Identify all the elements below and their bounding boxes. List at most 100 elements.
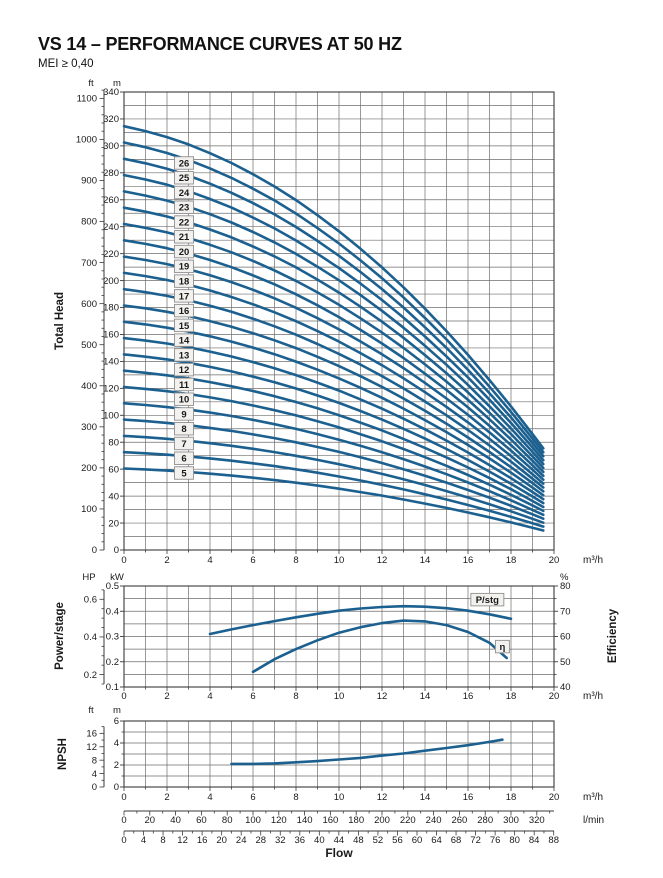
x-tick-label: 0 — [121, 792, 126, 803]
lmin-tick-label: 280 — [477, 815, 493, 826]
stage-label-26-box — [174, 156, 194, 170]
m-tick-label: 280 — [103, 168, 119, 179]
stage-label-25-box — [174, 171, 194, 185]
x-tick-label: 16 — [463, 555, 474, 566]
gpm-tick-label: 40 — [314, 835, 325, 846]
npsh-curve — [230, 738, 504, 766]
kw-tick-label: 0.3 — [106, 632, 119, 643]
lmin-tick-label: 120 — [271, 815, 287, 826]
x-tick-label: 18 — [506, 691, 517, 702]
gpm-tick-label: 32 — [275, 835, 286, 846]
lmin-tick-label: 220 — [400, 815, 416, 826]
stage-label-25-text: 25 — [179, 173, 190, 184]
gpm-tick-label: 44 — [334, 835, 345, 846]
total-head-chart: 0204060801001201401601802002202402602803… — [76, 78, 603, 566]
stage-label-11-text: 11 — [179, 380, 190, 391]
ft-tick-label: 0 — [92, 545, 97, 556]
efficiency-axis-title: Efficiency — [607, 608, 619, 663]
x-tick-label: 6 — [250, 792, 255, 803]
stage-label-21-text: 21 — [179, 232, 190, 243]
lmin-tick-label: 320 — [529, 815, 545, 826]
gpm-tick-label: 24 — [236, 835, 247, 846]
lmin-tick-label: 240 — [426, 815, 442, 826]
x-tick-label: 16 — [463, 792, 474, 803]
stage-label-7-text: 7 — [181, 439, 186, 450]
head-curve-8-stages — [122, 418, 545, 520]
gpm-tick-label: 0 — [121, 835, 126, 846]
m-tick-label: 0 — [114, 782, 119, 793]
stage-label-22-box — [174, 215, 194, 229]
m-tick-label: 320 — [103, 114, 119, 125]
gpm-tick-label: 80 — [509, 835, 520, 846]
gpm-tick-label: 84 — [529, 835, 540, 846]
ft-tick-label: 300 — [81, 422, 97, 433]
head-curve-11-stages — [122, 369, 545, 509]
kw-axis-unit: kW — [110, 572, 124, 583]
stage-label-9-box — [174, 407, 194, 421]
head-curve-21-stages — [122, 206, 545, 470]
lmin-tick-label: 180 — [348, 815, 364, 826]
stage-label-14-box — [174, 333, 194, 347]
m-tick-label: 180 — [103, 303, 119, 314]
head-curve-5-stages — [122, 467, 545, 532]
ft-tick-label: 0 — [92, 782, 97, 793]
lmin-tick-label: 200 — [374, 815, 390, 826]
stage-label-12-box — [174, 362, 194, 377]
x-tick-label: 20 — [549, 555, 560, 566]
flow-scales: 0 20 40 60 80 100 120 140 160 180 200 220 240 260 280 3… — [121, 810, 604, 860]
m-tick-label: 4 — [114, 738, 119, 749]
gpm-tick-label: 52 — [373, 835, 384, 846]
m-tick-label: 220 — [103, 249, 119, 260]
x-axis-unit: m³/h — [583, 691, 603, 702]
stage-label-9-text: 9 — [181, 409, 186, 420]
head-curve-19-stages — [122, 239, 545, 478]
total-head-axis-title: Total Head — [54, 292, 66, 350]
gpm-tick-label: 64 — [431, 835, 442, 846]
ft-tick-label: 1100 — [77, 94, 97, 105]
x-tick-label: 6 — [250, 555, 255, 566]
head-curve-18-stages — [122, 255, 545, 481]
hp-tick-label: 0.4 — [84, 632, 97, 643]
lmin-tick-label: 140 — [297, 815, 313, 826]
stage-label-24-box — [174, 185, 194, 200]
x-tick-label: 8 — [293, 555, 298, 566]
stage-label-13-text: 13 — [179, 350, 190, 361]
lmin-tick-label: 60 — [196, 815, 207, 826]
ft-tick-label: 400 — [81, 381, 97, 392]
head-curve-10-stages — [122, 385, 545, 513]
stage-label-7-box — [174, 436, 194, 451]
stage-label-19-box — [174, 259, 194, 274]
head-curve-24-stages — [122, 157, 545, 458]
gpm-tick-label: 72 — [470, 835, 481, 846]
gpm-tick-label: 16 — [197, 835, 208, 846]
power-per-stage-curve — [208, 604, 513, 636]
lmin-axis-unit: l/min — [583, 815, 604, 826]
gpm-tick-label: 12 — [177, 835, 188, 846]
x-tick-label: 18 — [506, 555, 517, 566]
lmin-tick-label: 300 — [503, 815, 519, 826]
ft-tick-label: 1000 — [76, 135, 97, 146]
m-tick-label: 160 — [103, 330, 119, 341]
x-tick-label: 10 — [334, 555, 345, 566]
head-curve-17-stages — [122, 271, 545, 485]
x-axis-unit: m³/h — [583, 555, 603, 566]
x-tick-label: 16 — [463, 691, 474, 702]
power-efficiency-chart: 0.1 0.2 0.3 0.4 0.5 0.2 0.4 0.6 40 50 60 70 80 HP kW % 0… — [82, 572, 603, 702]
m-tick-label: 0 — [114, 545, 119, 556]
pct-tick-label: 60 — [560, 632, 571, 643]
stage-label-12-text: 12 — [179, 365, 190, 376]
m-tick-label: 240 — [103, 222, 119, 233]
ft-tick-label: 100 — [81, 504, 97, 515]
stage-label-11-box — [174, 377, 194, 392]
x-tick-label: 12 — [377, 691, 388, 702]
kw-tick-label: 0.2 — [106, 657, 119, 668]
x-tick-label: 8 — [293, 691, 298, 702]
ft-tick-label: 900 — [81, 176, 97, 187]
lmin-tick-label: 40 — [170, 815, 181, 826]
flow-axis-title: Flow — [325, 846, 353, 860]
stage-label-18-text: 18 — [179, 276, 190, 287]
x-tick-label: 8 — [293, 792, 298, 803]
hp-tick-label: 0.6 — [84, 594, 97, 605]
stage-label-8-box — [174, 422, 194, 436]
head-curve-13-stages — [122, 336, 545, 501]
